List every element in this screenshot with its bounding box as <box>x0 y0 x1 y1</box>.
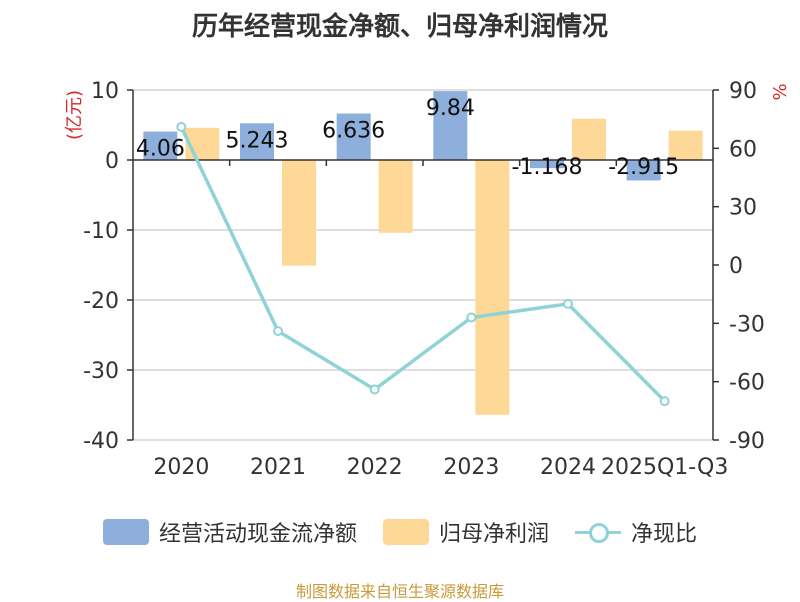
cash-ratio-point <box>659 396 670 407</box>
legend-swatch-net-profit <box>382 519 429 545</box>
right-tick-label: 60 <box>729 137 757 162</box>
data-source-note: 制图数据来自恒生聚源数据库 <box>295 582 504 601</box>
cash-ratio-point <box>369 384 380 395</box>
right-tick-label: -60 <box>729 371 765 396</box>
legend-item-cash-flow[interactable]: 经营活动现金流净额 <box>102 516 357 548</box>
category-label: 2021 <box>250 455 306 480</box>
net-profit-bar <box>378 160 413 233</box>
right-tick-label: 0 <box>729 254 743 279</box>
net-profit-bar <box>475 160 510 415</box>
cash-ratio-point <box>176 121 187 132</box>
legend-label-cash-ratio: 净现比 <box>631 522 698 547</box>
category-label: 2022 <box>347 455 403 480</box>
category-label: 2023 <box>443 455 499 480</box>
cash-ratio-point <box>466 312 477 323</box>
legend-item-net-profit[interactable]: 归母净利润 <box>382 516 549 548</box>
left-tick-label: -10 <box>83 219 119 244</box>
cash-flow-bar <box>626 160 661 181</box>
cash-flow-bar <box>240 123 274 160</box>
cash-flow-data-label: -2.915 <box>608 155 679 180</box>
cash-flow-data-label: 4.06 <box>136 137 185 162</box>
right-tick-label: 30 <box>729 196 757 221</box>
legend-swatch-cash-ratio <box>575 519 621 545</box>
right-tick-label: 90 <box>729 79 757 104</box>
right-tick-label: -90 <box>729 429 765 454</box>
category-label: 2024 <box>540 455 596 480</box>
cash-ratio-line <box>179 126 666 403</box>
net-profit-bar <box>572 118 606 160</box>
legend-swatch-cash-flow <box>102 519 149 545</box>
cash-flow-bar <box>433 91 468 160</box>
cash-flow-data-label: -1.168 <box>512 155 583 180</box>
cash-ratio-point <box>273 326 283 337</box>
left-tick-label: 10 <box>91 79 119 104</box>
left-tick-label: -30 <box>83 359 119 384</box>
cash-flow-bar <box>530 160 564 169</box>
category-label: 2025Q1-Q3 <box>601 455 728 480</box>
right-axis-unit-label: % <box>770 83 791 100</box>
left-tick-label: 0 <box>105 149 119 174</box>
left-axis-unit-label: (亿元) <box>64 90 85 140</box>
cash-flow-data-label: 5.243 <box>226 128 289 153</box>
left-tick-label: -20 <box>83 289 119 314</box>
net-profit-bar <box>282 160 316 266</box>
chart-title: 历年经营现金净额、归母净利润情况 <box>191 12 608 42</box>
cash-flow-bar <box>336 113 371 160</box>
legend-label-cash-flow: 经营活动现金流净额 <box>158 522 357 547</box>
net-profit-bar <box>668 130 703 160</box>
legend-label-net-profit: 归母净利润 <box>438 522 549 547</box>
cash-flow-data-label: 6.636 <box>322 119 385 144</box>
legend-item-cash-ratio[interactable]: 净现比 <box>575 516 697 548</box>
right-tick-label: -30 <box>729 312 765 337</box>
cash-flow-data-label: 9.84 <box>426 96 475 121</box>
chart-legend: 经营活动现金流净额 归母净利润 净现比 <box>0 516 800 548</box>
cash-flow-bar <box>143 131 178 160</box>
cash-ratio-point <box>563 298 573 309</box>
left-tick-label: -40 <box>83 429 119 454</box>
category-label: 2020 <box>153 455 209 480</box>
